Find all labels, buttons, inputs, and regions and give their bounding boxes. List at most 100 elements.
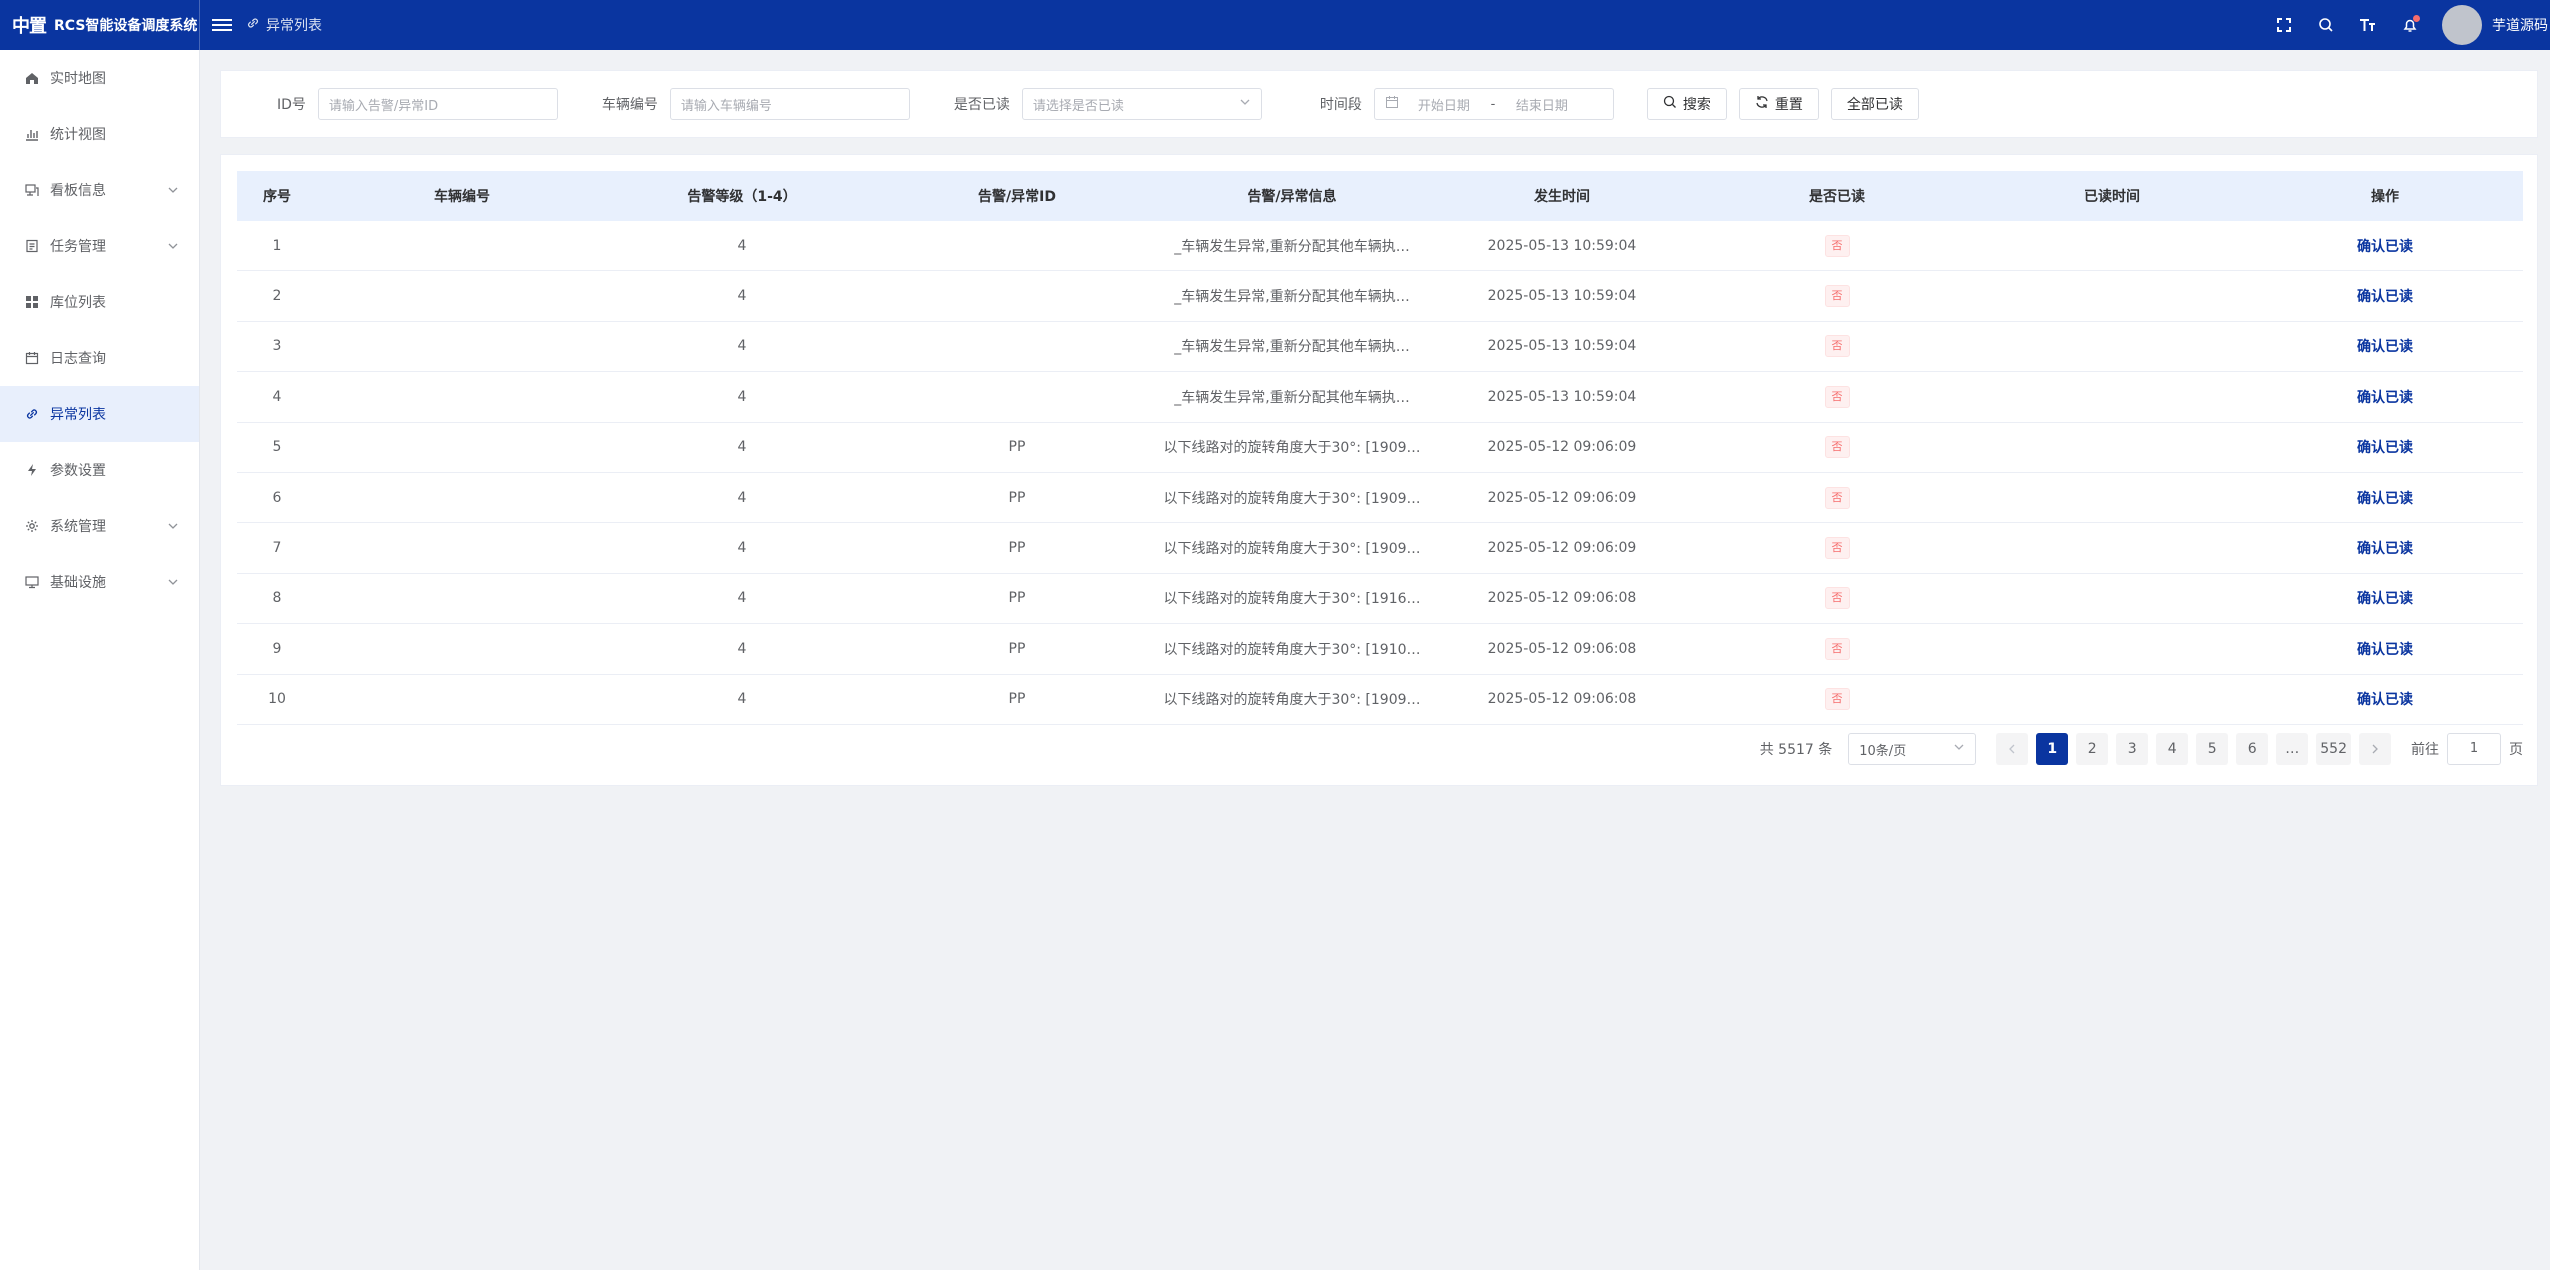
grid-icon <box>24 294 40 310</box>
page-ellipsis[interactable]: … <box>2276 733 2309 765</box>
page-button[interactable]: 1 <box>2036 733 2069 765</box>
username[interactable]: 芋道源码 <box>2492 18 2548 34</box>
sidebar-item-label: 库位列表 <box>50 295 106 311</box>
confirm-read-link[interactable]: 确认已读 <box>2357 389 2413 406</box>
table-cell: 4 <box>607 288 877 304</box>
calendar-icon <box>1385 95 1399 113</box>
top-header: 中置 RCS智能设备调度系统 异常列表 芋道源码 <box>0 0 2550 50</box>
next-page-button[interactable] <box>2359 733 2391 765</box>
goto-page: 前往 1 页 <box>2411 733 2523 765</box>
column-header: 序号 <box>263 189 291 205</box>
table-cell: 确认已读 <box>2247 437 2523 457</box>
goto-page-input[interactable]: 1 <box>2447 733 2501 765</box>
table-cell: 否 <box>1697 335 1977 358</box>
menu-toggle-icon[interactable] <box>212 19 232 31</box>
table-cell: PP <box>877 490 1157 506</box>
page-button[interactable]: 5 <box>2196 733 2229 765</box>
calendar-icon <box>24 350 40 366</box>
vehicle-filter: 车辆编号 请输入车辆编号 <box>602 88 910 120</box>
cell-alarm-id: PP <box>1008 489 1026 506</box>
cell-level: 4 <box>737 691 747 708</box>
cell-time: 2025-05-13 10:59:04 <box>1487 288 1637 305</box>
search-icon[interactable] <box>2316 15 2336 35</box>
breadcrumb-current[interactable]: 异常列表 <box>266 18 322 34</box>
read-status-tag: 否 <box>1824 537 1850 560</box>
confirm-read-link[interactable]: 确认已读 <box>2357 692 2413 709</box>
avatar[interactable] <box>2442 5 2482 45</box>
end-date-input[interactable]: 结束日期 <box>1515 98 1568 114</box>
page-button[interactable]: 6 <box>2236 733 2269 765</box>
table-row: 2 4 _车辆发生异常,重新分配其他车辆执… 2025-05-13 10:59:04 否… <box>237 271 2523 322</box>
confirm-read-link[interactable]: 确认已读 <box>2357 289 2413 306</box>
goto-label: 前往 <box>2411 742 2439 758</box>
confirm-read-link[interactable]: 确认已读 <box>2357 641 2413 658</box>
sidebar-item-2[interactable]: 看板信息 <box>0 162 199 218</box>
page-list: 1 2 3 4 5 6… 552 <box>2032 733 2355 765</box>
column-header: 告警等级（1-4） <box>687 189 797 205</box>
user-menu[interactable]: 芋道源码 <box>2442 5 2548 45</box>
bar-chart-icon <box>24 126 40 142</box>
search-button[interactable]: 搜索 <box>1646 88 1727 120</box>
table-cell: 2025-05-12 09:06:09 <box>1427 439 1697 455</box>
sidebar-item-5[interactable]: 日志查询 <box>0 330 199 386</box>
prev-page-button[interactable] <box>1996 733 2029 765</box>
sidebar-item-6[interactable]: 异常列表 <box>0 386 199 442</box>
vehicle-input[interactable]: 请输入车辆编号 <box>669 88 910 120</box>
sidebar-item-0[interactable]: 实时地图 <box>0 50 199 106</box>
page-button[interactable]: 4 <box>2156 733 2189 765</box>
sidebar-item-label: 实时地图 <box>50 71 106 87</box>
read-status-tag: 否 <box>1824 688 1850 711</box>
confirm-read-link[interactable]: 确认已读 <box>2357 541 2413 558</box>
cell-level: 4 <box>737 338 747 355</box>
bell-icon[interactable] <box>2400 15 2420 35</box>
page-size-select[interactable]: 10条/页 <box>1848 733 1977 765</box>
confirm-read-link[interactable]: 确认已读 <box>2357 490 2413 507</box>
table-cell: 4 <box>237 389 317 405</box>
table-cell: PP <box>877 540 1157 556</box>
date-separator: - <box>1490 96 1496 112</box>
sidebar-item-4[interactable]: 库位列表 <box>0 274 199 330</box>
sidebar-item-8[interactable]: 系统管理 <box>0 498 199 554</box>
vehicle-filter-label: 车辆编号 <box>601 97 658 113</box>
read-filter: 是否已读 请选择是否已读 <box>954 88 1262 120</box>
reset-button[interactable]: 重置 <box>1738 88 1819 120</box>
sidebar-item-3[interactable]: 任务管理 <box>0 218 199 274</box>
chevron-down-icon <box>167 576 179 592</box>
date-range-picker[interactable]: 开始日期 - 结束日期 <box>1373 88 1614 120</box>
fullscreen-icon[interactable] <box>2274 15 2294 35</box>
cell-time: 2025-05-12 09:06:09 <box>1487 489 1637 506</box>
cell-level: 4 <box>737 540 747 557</box>
read-all-button[interactable]: 全部已读 <box>1830 88 1919 120</box>
page-button[interactable]: 3 <box>2116 733 2149 765</box>
pagination: 共 5517 条 10条/页 1 2 3 4 5 6… 552 前往 1 页 <box>1760 733 2523 765</box>
page-button[interactable]: 552 <box>2316 733 2351 765</box>
table-cell: 3 <box>237 338 317 354</box>
sidebar-item-9[interactable]: 基础设施 <box>0 554 199 610</box>
read-select[interactable]: 请选择是否已读 <box>1021 88 1262 120</box>
chevron-down-icon <box>1239 96 1251 112</box>
page-button[interactable]: 2 <box>2076 733 2109 765</box>
table-panel: 序号 车辆编号 告警等级（1-4） 告警/异常ID 告警/异常信息 发生时间 是否已读 已读时… <box>220 154 2538 786</box>
read-status-tag: 否 <box>1824 637 1850 660</box>
table-row: 4 4 _车辆发生异常,重新分配其他车辆执… 2025-05-13 10:59:04 否… <box>237 372 2523 423</box>
confirm-read-link[interactable]: 确认已读 <box>2357 591 2413 608</box>
start-date-input[interactable]: 开始日期 <box>1417 98 1470 114</box>
cell-index: 10 <box>268 691 286 708</box>
sidebar-item-1[interactable]: 统计视图 <box>0 106 199 162</box>
cell-index: 2 <box>272 288 282 305</box>
font-size-icon[interactable] <box>2358 15 2378 35</box>
table-row: 6 4 PP 以下线路对的旋转角度大于30°: [1909… 2025-05-12 09… <box>237 473 2523 524</box>
confirm-read-link[interactable]: 确认已读 <box>2357 440 2413 457</box>
table-cell: 确认已读 <box>2247 336 2523 356</box>
sidebar-item-label: 系统管理 <box>50 519 106 535</box>
sidebar-item-label: 任务管理 <box>50 239 106 255</box>
confirm-read-link[interactable]: 确认已读 <box>2357 339 2413 356</box>
table-cell: 确认已读 <box>2247 639 2523 659</box>
table-cell: 2025-05-12 09:06:08 <box>1427 641 1697 657</box>
sidebar-item-7[interactable]: 参数设置 <box>0 442 199 498</box>
confirm-read-link[interactable]: 确认已读 <box>2357 238 2413 255</box>
read-status-tag: 否 <box>1824 285 1850 308</box>
id-input[interactable]: 请输入告警/异常ID <box>317 88 558 120</box>
cell-index: 3 <box>272 338 282 355</box>
table-cell: 确认已读 <box>2247 286 2523 306</box>
